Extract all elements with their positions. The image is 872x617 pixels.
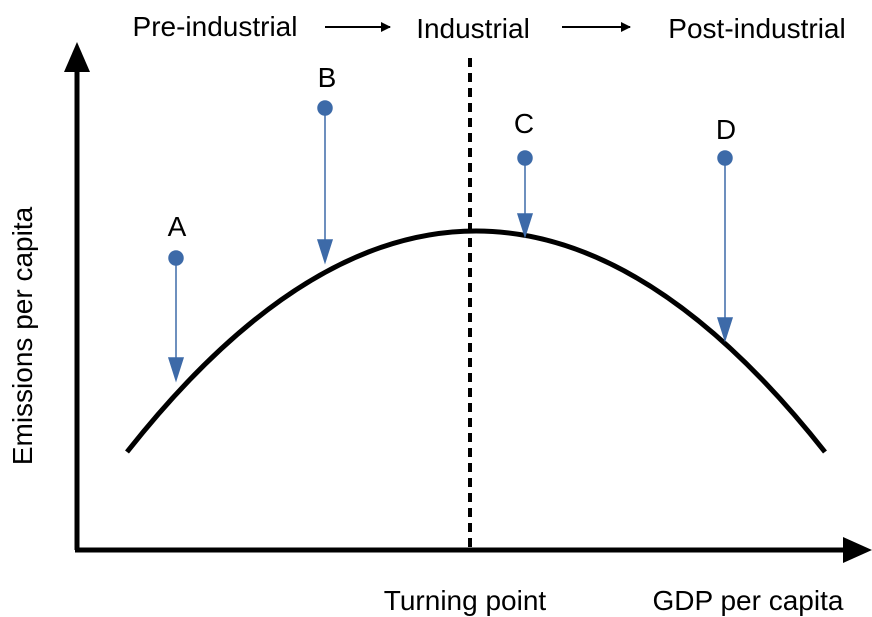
stage-label: Post-industrial [668,13,845,44]
turning-point-label: Turning point [384,585,547,616]
point-a [168,250,184,266]
point-c [517,150,533,166]
point-label: D [716,114,736,145]
points [167,100,734,383]
x-axis-label: GDP per capita [653,585,844,616]
point-b [317,100,333,116]
y-axis-arrow [64,42,90,72]
y-axis-label: Emissions per capita [7,206,38,465]
point-d [717,150,733,166]
arrowhead-b [316,239,334,265]
point-label: B [318,62,337,93]
x-axis-arrow [843,537,872,563]
curve [125,228,827,454]
arrowhead-d [716,317,734,343]
arrowhead-c [516,213,534,239]
stage-label: Pre-industrial [133,11,298,42]
arrowhead-a [167,357,185,383]
point-label: A [168,211,187,242]
point-label: C [514,108,534,139]
stage-label: Industrial [416,13,530,44]
